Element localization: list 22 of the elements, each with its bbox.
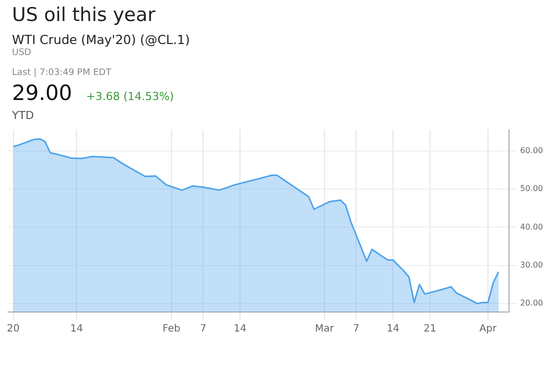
x-tick-label: 21 xyxy=(424,324,436,335)
x-tick-label: 14 xyxy=(70,324,83,335)
x-tick-label: Apr xyxy=(479,324,498,335)
x-tick-label: 7 xyxy=(352,324,360,335)
x-tick-label: Feb xyxy=(162,324,180,335)
chart-title: US oil this year xyxy=(12,4,156,26)
y-tick-label: 60.00 xyxy=(520,146,544,155)
text: 29.00 xyxy=(12,81,72,105)
x-tick-label: 7 xyxy=(200,324,206,335)
x-tick-label: 20 xyxy=(6,324,20,335)
y-tick-label: 20.00 xyxy=(520,298,544,308)
x-tick-label: 14 xyxy=(386,324,400,335)
text: +3.68 (14.53%) xyxy=(86,90,174,103)
y-tick-label: 30.00 xyxy=(520,260,544,270)
x-tick-label: 14 xyxy=(234,324,246,335)
x-tick-label: Mar xyxy=(315,324,335,335)
text: USD xyxy=(12,48,32,58)
y-tick-label: 50.00 xyxy=(520,184,544,194)
y-tick-label: 40.00 xyxy=(520,222,544,232)
chart-subtitle: WTI Crude (May'20) (@CL.1) xyxy=(12,32,191,47)
text: Last | 7:03:49 PM EDT xyxy=(12,68,112,78)
text: YTD xyxy=(12,109,35,122)
